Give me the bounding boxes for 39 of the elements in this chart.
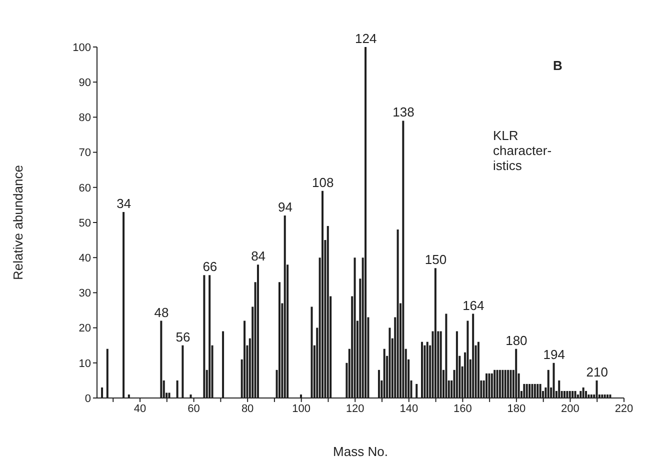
y-tick-label: 20 — [78, 322, 91, 335]
annotation: 108 — [312, 174, 334, 190]
annotation: 48 — [154, 304, 169, 320]
x-tick-label: 180 — [507, 402, 526, 415]
x-tick-label: 100 — [292, 402, 311, 415]
y-tick-label: 60 — [78, 182, 91, 194]
y-tick-label: 80 — [78, 112, 91, 124]
annotation: 94 — [278, 199, 292, 214]
annotation: 194 — [543, 346, 565, 362]
y-tick-label: 100 — [72, 42, 91, 54]
annotation: 210 — [586, 364, 608, 380]
y-tick-label: 50 — [78, 217, 91, 230]
annotation: 138 — [392, 104, 414, 120]
y-tick-label: 30 — [78, 288, 91, 300]
y-tick-label: 10 — [78, 358, 91, 370]
annotation: B — [553, 58, 562, 73]
annotation: 56 — [176, 329, 190, 344]
annotation: 150 — [424, 252, 447, 268]
annotation: 84 — [251, 248, 266, 264]
annotation: 164 — [462, 298, 484, 313]
x-tick-label: 200 — [561, 402, 580, 415]
y-tick-label: 90 — [78, 77, 91, 90]
annotation: KLR character- istics — [493, 128, 552, 173]
x-tick-label: 80 — [241, 402, 254, 415]
x-tick-label: 140 — [400, 402, 418, 415]
y-tick-label: 0 — [84, 392, 91, 405]
y-axis-title: Relative abundance — [10, 165, 26, 280]
annotation: 66 — [202, 259, 218, 274]
y-tick-label: 70 — [78, 147, 91, 160]
x-tick-label: 40 — [134, 402, 146, 415]
x-tick-label: 60 — [188, 402, 200, 415]
x-tick-label: 160 — [453, 402, 472, 415]
y-tick-label: 40 — [78, 252, 91, 265]
x-tick-label: 220 — [614, 402, 634, 415]
annotation: 180 — [506, 332, 528, 348]
annotation: 34 — [116, 196, 132, 211]
x-axis-title: Mass No. — [333, 444, 388, 459]
annotation: 124 — [355, 31, 377, 46]
x-tick-label: 120 — [346, 402, 364, 415]
